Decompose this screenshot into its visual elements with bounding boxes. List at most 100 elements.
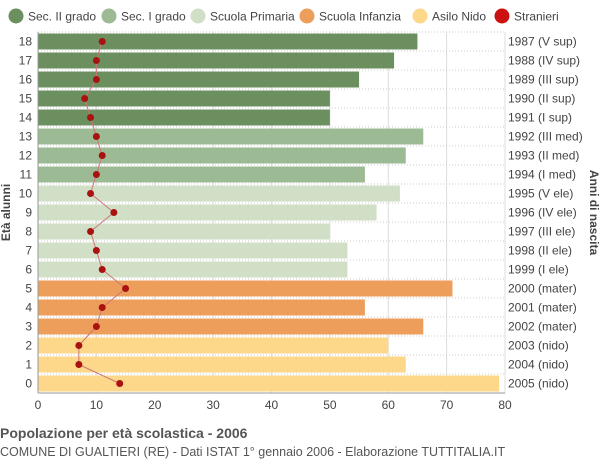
stranieri-point-13 <box>92 133 100 140</box>
bar-age-5 <box>38 280 453 297</box>
y-tick-label-13: 13 <box>19 130 33 144</box>
y-tick-label-16: 16 <box>19 73 33 87</box>
stranieri-point-7 <box>92 247 100 254</box>
x-tick-label-7: 70 <box>440 398 454 412</box>
birth-year-label-2: 2003 (nido) <box>508 339 569 353</box>
x-tick-label-0: 0 <box>35 398 42 412</box>
stranieri-point-9 <box>110 209 118 216</box>
stranieri-point-0 <box>116 380 124 387</box>
birth-year-label-15: 1990 (II sup) <box>508 92 575 106</box>
y-tick-label-15: 15 <box>19 92 33 106</box>
legend-marker-3 <box>299 8 315 24</box>
y-tick-label-17: 17 <box>19 54 33 68</box>
birth-year-label-7: 1998 (II ele) <box>508 244 572 258</box>
legend-label-4: Asilo Nido <box>432 10 486 24</box>
birth-year-label-5: 2000 (mater) <box>508 282 577 296</box>
bar-age-4 <box>38 299 365 316</box>
stranieri-point-4 <box>98 304 106 311</box>
bar-age-9 <box>38 204 377 221</box>
y-tick-label-4: 4 <box>25 301 32 315</box>
birth-year-label-3: 2002 (mater) <box>508 320 577 334</box>
y-tick-label-1: 1 <box>25 358 32 372</box>
school-age-chart: Sec. II grado Sec. I grado Scuola Primaria… <box>0 8 600 412</box>
bar-age-11 <box>38 166 365 183</box>
stranieri-point-17 <box>92 57 100 64</box>
y-tick-label-3: 3 <box>25 320 32 334</box>
legend-label-1: Sec. I grado <box>121 10 186 24</box>
legend-marker-0 <box>8 8 24 24</box>
stranieri-point-10 <box>87 190 95 197</box>
x-tick-label-2: 20 <box>148 398 162 412</box>
birth-year-label-9: 1996 (IV ele) <box>508 206 577 220</box>
bar-age-8 <box>38 223 330 240</box>
bar-age-10 <box>38 185 400 202</box>
y-tick-label-5: 5 <box>25 282 32 296</box>
stranieri-point-6 <box>98 266 106 273</box>
birth-year-label-0: 2005 (nido) <box>508 377 569 391</box>
y-tick-label-7: 7 <box>25 244 32 258</box>
stranieri-point-18 <box>98 38 106 45</box>
stranieri-point-15 <box>81 95 89 102</box>
legend-marker-4 <box>412 8 428 24</box>
y-tick-label-2: 2 <box>25 339 32 353</box>
legend-label-2: Scuola Primaria <box>210 10 295 24</box>
x-tick-label-4: 40 <box>265 398 279 412</box>
legend-marker-1 <box>101 8 117 24</box>
bar-age-15 <box>38 90 330 107</box>
y-tick-label-0: 0 <box>25 377 32 391</box>
birth-year-label-8: 1997 (III ele) <box>508 225 575 239</box>
y-tick-label-14: 14 <box>19 111 33 125</box>
stranieri-point-16 <box>92 76 100 83</box>
bar-age-1 <box>38 356 406 373</box>
birth-year-label-16: 1989 (III sup) <box>508 73 579 87</box>
bar-age-18 <box>38 33 418 50</box>
birth-year-label-6: 1999 (I ele) <box>508 263 569 277</box>
birth-year-label-11: 1994 (I med) <box>508 168 576 182</box>
stranieri-point-8 <box>87 228 95 235</box>
bar-age-12 <box>38 147 406 164</box>
legend-label-0: Sec. II grado <box>28 10 96 24</box>
stranieri-point-2 <box>75 342 83 349</box>
bar-age-6 <box>38 261 348 278</box>
legend-marker-5 <box>494 8 510 24</box>
birth-year-label-18: 1987 (V sup) <box>508 35 577 49</box>
chart-title: Popolazione per età scolastica - 2006 <box>0 425 248 441</box>
stranieri-point-3 <box>92 323 100 330</box>
bar-age-7 <box>38 242 348 259</box>
y-tick-label-9: 9 <box>25 206 32 220</box>
birth-year-label-17: 1988 (IV sup) <box>508 54 580 68</box>
stranieri-point-5 <box>122 285 130 292</box>
x-tick-label-3: 30 <box>206 398 220 412</box>
y-tick-label-10: 10 <box>19 187 33 201</box>
stranieri-point-1 <box>75 361 83 368</box>
birth-year-label-4: 2001 (mater) <box>508 301 577 315</box>
chart-subtitle: COMUNE DI GUALTIERI (RE) - Dati ISTAT 1°… <box>0 445 506 459</box>
y-tick-label-8: 8 <box>25 225 32 239</box>
birth-year-label-13: 1992 (III med) <box>508 130 583 144</box>
x-tick-label-1: 10 <box>90 398 104 412</box>
x-tick-label-5: 50 <box>323 398 337 412</box>
y-axis-title-right: Anni di nascita <box>587 170 600 256</box>
birth-year-label-12: 1993 (II med) <box>508 149 579 163</box>
x-tick-label-6: 60 <box>382 398 396 412</box>
stranieri-point-14 <box>87 114 95 121</box>
bar-age-17 <box>38 52 395 69</box>
bar-age-16 <box>38 71 360 88</box>
bar-age-14 <box>38 109 330 126</box>
bar-age-0 <box>38 375 500 392</box>
y-tick-label-12: 12 <box>19 149 33 163</box>
legend-label-5: Stranieri <box>514 10 559 24</box>
legend-marker-2 <box>190 8 206 24</box>
birth-year-label-1: 2004 (nido) <box>508 358 569 372</box>
y-tick-label-18: 18 <box>19 35 33 49</box>
birth-year-label-14: 1991 (I sup) <box>508 111 572 125</box>
stranieri-point-12 <box>98 152 106 159</box>
stranieri-point-11 <box>92 171 100 178</box>
y-tick-label-11: 11 <box>20 168 33 182</box>
bar-age-3 <box>38 318 424 335</box>
bar-age-13 <box>38 128 424 145</box>
bar-age-2 <box>38 337 389 354</box>
birth-year-label-10: 1995 (V ele) <box>508 187 573 201</box>
y-axis-title-left: Età alunni <box>0 184 13 241</box>
x-tick-label-8: 80 <box>498 398 512 412</box>
